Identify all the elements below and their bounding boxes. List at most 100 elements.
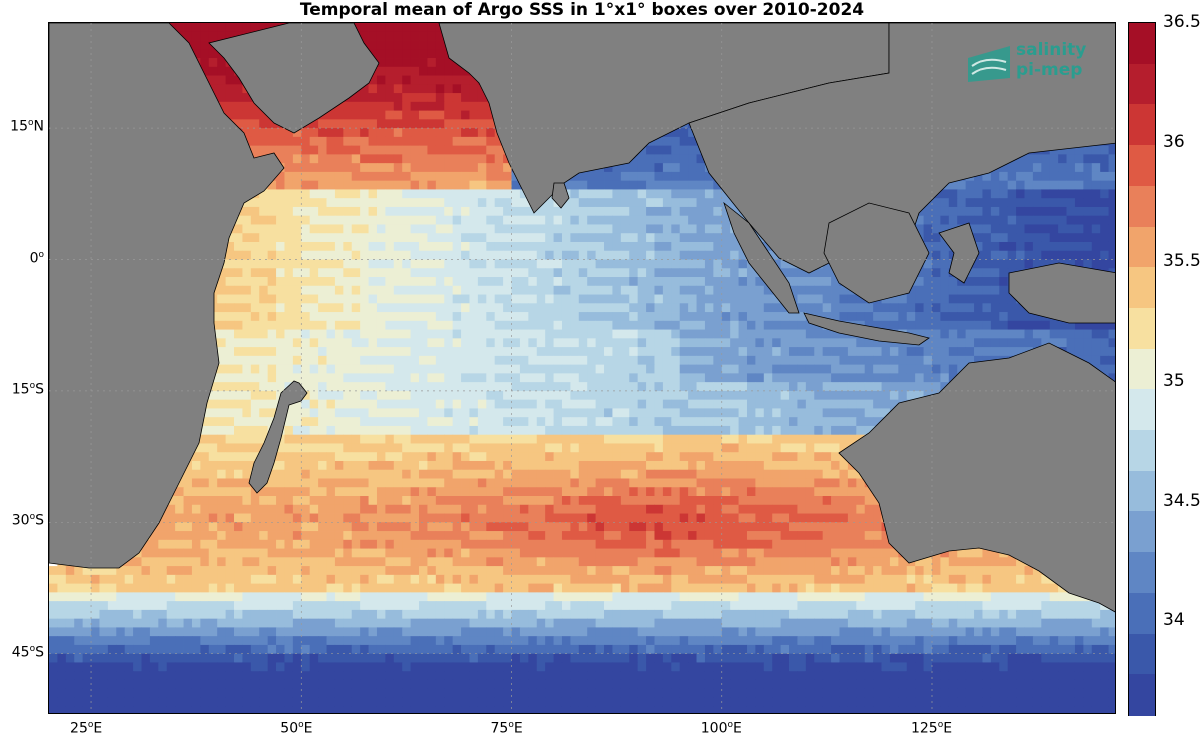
sss-cell: [259, 268, 269, 278]
sss-cell: [519, 320, 529, 330]
sss-cell: [1032, 189, 1042, 199]
sss-cell: [940, 206, 950, 217]
sss-cell: [1108, 259, 1115, 269]
sss-cell: [402, 250, 412, 260]
sss-cell: [1032, 215, 1042, 225]
sss-cell: [444, 101, 454, 111]
sss-cell: [1007, 171, 1017, 182]
sss-cell: [662, 163, 672, 173]
sss-cell: [570, 268, 580, 278]
sss-cell: [301, 215, 311, 225]
sss-cell: [511, 189, 521, 199]
sss-cell: [780, 329, 790, 339]
sss-cell: [629, 312, 639, 322]
sss-cell: [511, 250, 521, 260]
sss-cell: [1058, 338, 1067, 348]
sss-cell: [545, 364, 554, 374]
sss-cell: [561, 206, 571, 217]
sss-cell: [334, 320, 344, 330]
sss-cell: [402, 303, 412, 313]
sss-cell: [242, 198, 252, 208]
sss-cell: [402, 66, 412, 76]
sss-cell: [730, 355, 739, 366]
sss-cell: [856, 338, 866, 348]
sss-cell: [376, 119, 386, 129]
sss-cell: [503, 294, 512, 304]
sss-cell: [746, 268, 756, 278]
sss-cell: [461, 338, 470, 348]
sss-cell: [1083, 171, 1093, 182]
sss-cell: [646, 268, 655, 278]
sss-cell: [822, 294, 832, 304]
sss-cell: [1041, 320, 1051, 330]
sss-cell: [990, 347, 1000, 357]
sss-cell: [553, 277, 563, 287]
sss-cell: [477, 364, 487, 374]
sss-cell: [1041, 338, 1051, 348]
sss-cell: [267, 241, 277, 252]
sss-cell: [444, 154, 454, 164]
sss-cell: [620, 259, 630, 269]
sss-cell: [225, 338, 235, 348]
sss-cell: [486, 189, 496, 199]
sss-cell: [822, 285, 832, 295]
sss-cell: [629, 294, 639, 304]
sss-cell: [889, 294, 899, 304]
sss-cell: [1100, 224, 1109, 234]
sss-cell: [1024, 312, 1034, 322]
sss-cell: [604, 294, 613, 304]
sss-cell: [376, 93, 386, 103]
sss-cell: [1049, 215, 1059, 225]
sss-cell: [620, 329, 630, 339]
map-panel[interactable]: [48, 22, 1116, 714]
sss-cell: [183, 31, 193, 41]
sss-cell: [1100, 154, 1109, 164]
sss-cell: [940, 347, 950, 357]
sss-cell: [637, 347, 647, 357]
sss-cell: [402, 31, 412, 41]
sss-cell: [1058, 250, 1067, 260]
sss-cell: [704, 312, 714, 322]
sss-cell: [604, 206, 613, 217]
sss-cell: [620, 364, 630, 374]
sss-cell: [688, 285, 697, 295]
sss-map[interactable]: [49, 23, 1116, 714]
sss-cell: [545, 215, 554, 225]
sss-cell: [999, 163, 1009, 173]
sss-cell: [376, 303, 386, 313]
sss-cell: [940, 329, 950, 339]
sss-cell: [360, 110, 369, 120]
sss-cell: [461, 119, 470, 129]
sss-cell: [688, 347, 697, 357]
sss-cell: [671, 250, 681, 260]
sss-cell: [553, 215, 563, 225]
sss-cell: [1074, 206, 1084, 217]
sss-cell: [385, 189, 395, 199]
sss-cell: [461, 154, 470, 164]
sss-cell: [259, 136, 269, 147]
sss-cell: [334, 171, 344, 182]
sss-cell: [763, 312, 773, 322]
sss-cell: [410, 84, 420, 94]
sss-cell: [1100, 259, 1109, 269]
sss-cell: [688, 233, 697, 243]
sss-cell: [292, 355, 302, 366]
sss-cell: [276, 329, 285, 339]
sss-cell: [721, 347, 731, 357]
sss-cell: [604, 233, 613, 243]
sss-cell: [376, 338, 386, 348]
sss-cell: [318, 259, 327, 269]
sss-cell: [444, 93, 454, 103]
sss-cell: [511, 338, 521, 348]
sss-cell: [461, 259, 470, 269]
sss-cell: [503, 206, 512, 217]
sss-cell: [990, 259, 1000, 269]
sss-cell: [915, 312, 924, 322]
sss-cell: [679, 198, 689, 208]
sss-cell: [696, 206, 706, 217]
sss-cell: [612, 224, 622, 234]
sss-cell: [671, 233, 681, 243]
sss-cell: [435, 154, 445, 164]
sss-cell: [309, 277, 319, 287]
sss-cell: [393, 163, 403, 173]
